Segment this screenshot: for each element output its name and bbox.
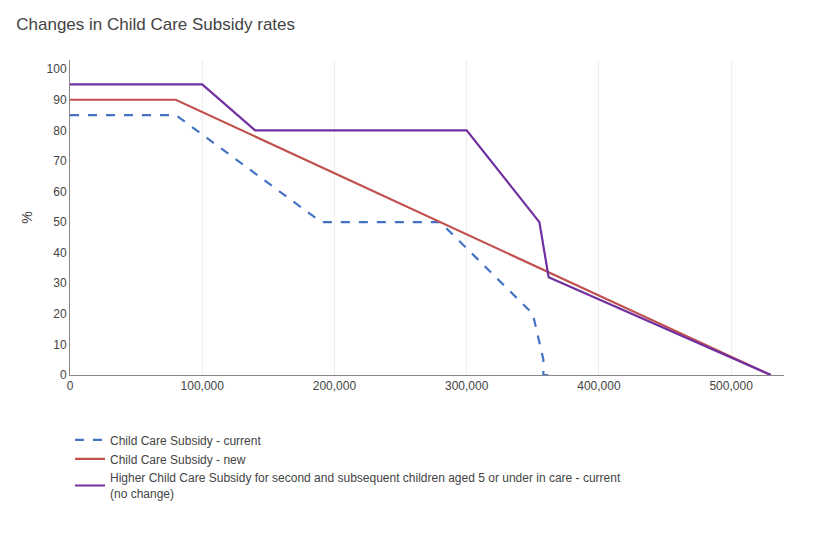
svg-text:30: 30 — [53, 276, 67, 290]
svg-text:70: 70 — [53, 154, 67, 168]
svg-text:500,000: 500,000 — [709, 379, 753, 393]
svg-text:20: 20 — [53, 307, 67, 321]
svg-text:10: 10 — [53, 338, 67, 352]
svg-text:0: 0 — [67, 379, 74, 393]
svg-text:Child Care Subsidy - new: Child Care Subsidy - new — [110, 453, 246, 467]
svg-text:400,000: 400,000 — [577, 379, 621, 393]
svg-text:Changes in Child Care Subsidy: Changes in Child Care Subsidy rates — [16, 15, 295, 34]
svg-text:300,000: 300,000 — [445, 379, 489, 393]
svg-text:200,000: 200,000 — [313, 379, 357, 393]
svg-text:40: 40 — [53, 246, 67, 260]
svg-text:90: 90 — [53, 93, 67, 107]
svg-text:100: 100 — [47, 62, 67, 76]
svg-text:50: 50 — [53, 215, 67, 229]
svg-text:0: 0 — [60, 368, 67, 382]
svg-text:%: % — [19, 211, 35, 223]
svg-text:80: 80 — [53, 124, 67, 138]
svg-text:Higher Child Care Subsidy for: Higher Child Care Subsidy for second and… — [110, 471, 621, 501]
svg-text:60: 60 — [53, 185, 67, 199]
svg-text:Child Care Subsidy - current: Child Care Subsidy - current — [110, 434, 261, 448]
svg-text:100,000: 100,000 — [181, 379, 225, 393]
